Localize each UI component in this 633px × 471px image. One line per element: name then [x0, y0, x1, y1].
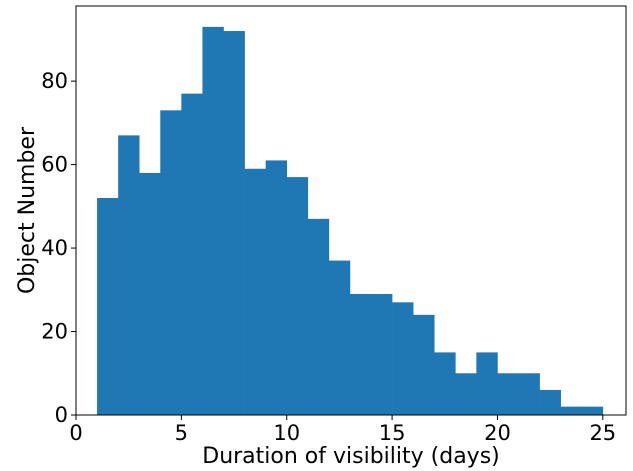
histogram-bar	[202, 26, 224, 416]
histogram-bar	[497, 373, 519, 415]
y-tick-label: 0	[55, 403, 68, 427]
histogram-bar	[539, 389, 561, 415]
histogram-bar	[581, 406, 604, 415]
histogram-bar	[181, 93, 203, 415]
histogram-bar	[307, 218, 330, 415]
x-axis-label: Duration of visibility (days)	[202, 444, 499, 469]
histogram-bar	[560, 406, 583, 415]
x-tick-label: 20	[484, 421, 511, 445]
histogram-bars	[97, 26, 604, 416]
histogram-bar	[518, 373, 540, 415]
x-tick-label: 5	[175, 421, 188, 445]
x-tick-label: 15	[379, 421, 406, 445]
histogram-bar	[371, 293, 393, 415]
histogram-bar	[455, 373, 477, 415]
y-tick-label: 40	[41, 236, 68, 260]
histogram-bar	[244, 168, 266, 415]
x-tick-label: 25	[589, 421, 616, 445]
histogram-bar	[434, 352, 456, 415]
histogram-bar	[160, 110, 182, 415]
histogram-bar	[118, 135, 140, 415]
y-tick-label: 20	[41, 320, 68, 344]
x-tick-label: 10	[273, 421, 300, 445]
y-axis-label: Object Number	[15, 126, 40, 294]
histogram-bar	[286, 177, 309, 415]
y-axis-ticks: 0 20 40 60 80	[41, 69, 76, 427]
y-tick-label: 80	[41, 69, 68, 93]
histogram-bar	[349, 293, 372, 415]
plot-frame	[75, 5, 627, 416]
histogram-bar	[97, 197, 119, 415]
histogram-bar	[476, 352, 498, 415]
histogram-bar	[328, 260, 351, 415]
histogram-bar	[265, 160, 288, 415]
histogram-bar	[139, 172, 161, 415]
x-tick-label: 0	[69, 421, 82, 445]
histogram-bar	[223, 31, 245, 415]
histogram-bar	[392, 302, 414, 415]
y-tick-label: 60	[41, 153, 68, 177]
x-axis-ticks: 0 5 10 15 20 25	[69, 415, 616, 445]
histogram-bar	[413, 314, 435, 415]
